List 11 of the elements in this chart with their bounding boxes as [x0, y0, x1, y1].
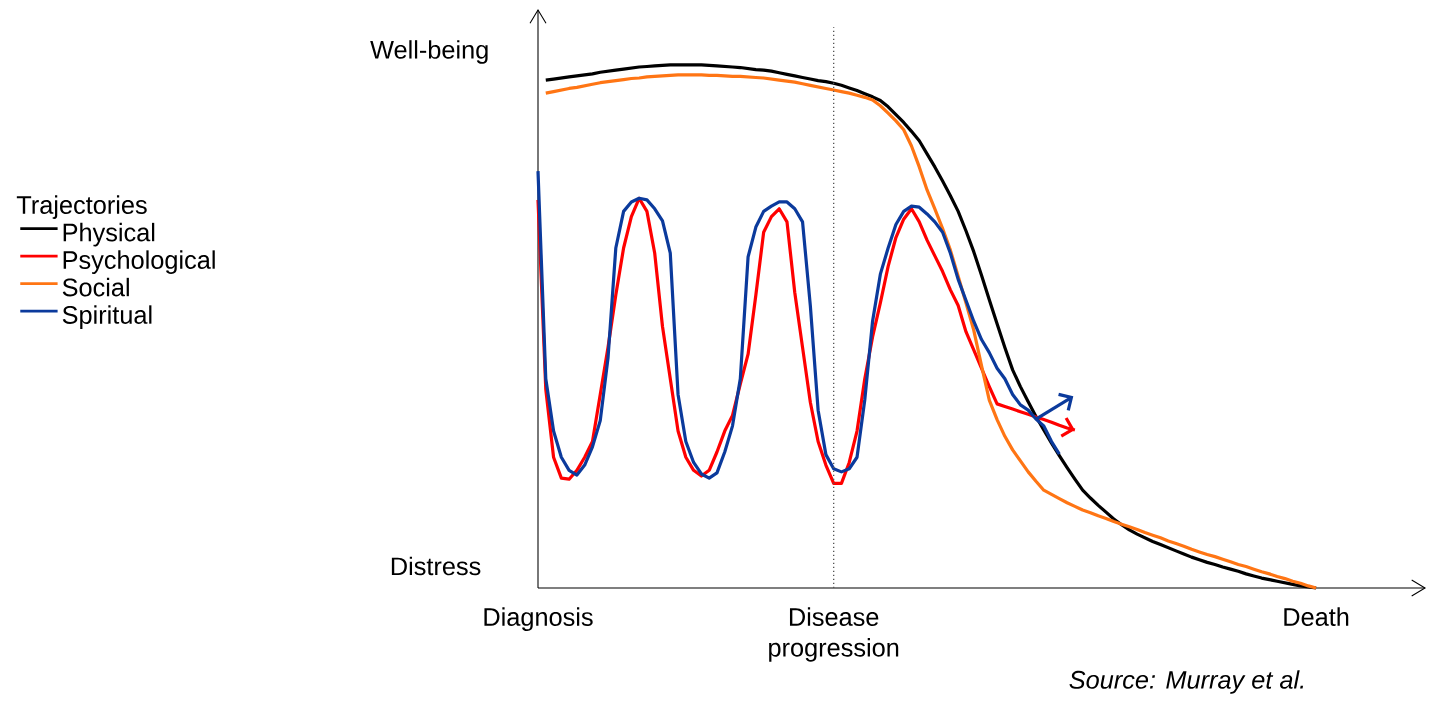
x-tick-label: Diagnosis: [484, 607, 593, 631]
legend-label: Spiritual: [62, 305, 152, 329]
text: Distress: [391, 556, 481, 576]
legend-label: Psychological: [63, 250, 215, 274]
legend-label: Social: [62, 277, 129, 297]
x-tick-label: Death: [1284, 607, 1349, 626]
legend-label: Physical: [63, 222, 155, 247]
x-tick-label: Disease progression: [769, 607, 899, 662]
source-note: Source: Murray et al.: [1069, 670, 1304, 694]
legend-title: Trajectories: [16, 195, 147, 219]
text: Well-being: [370, 40, 488, 64]
